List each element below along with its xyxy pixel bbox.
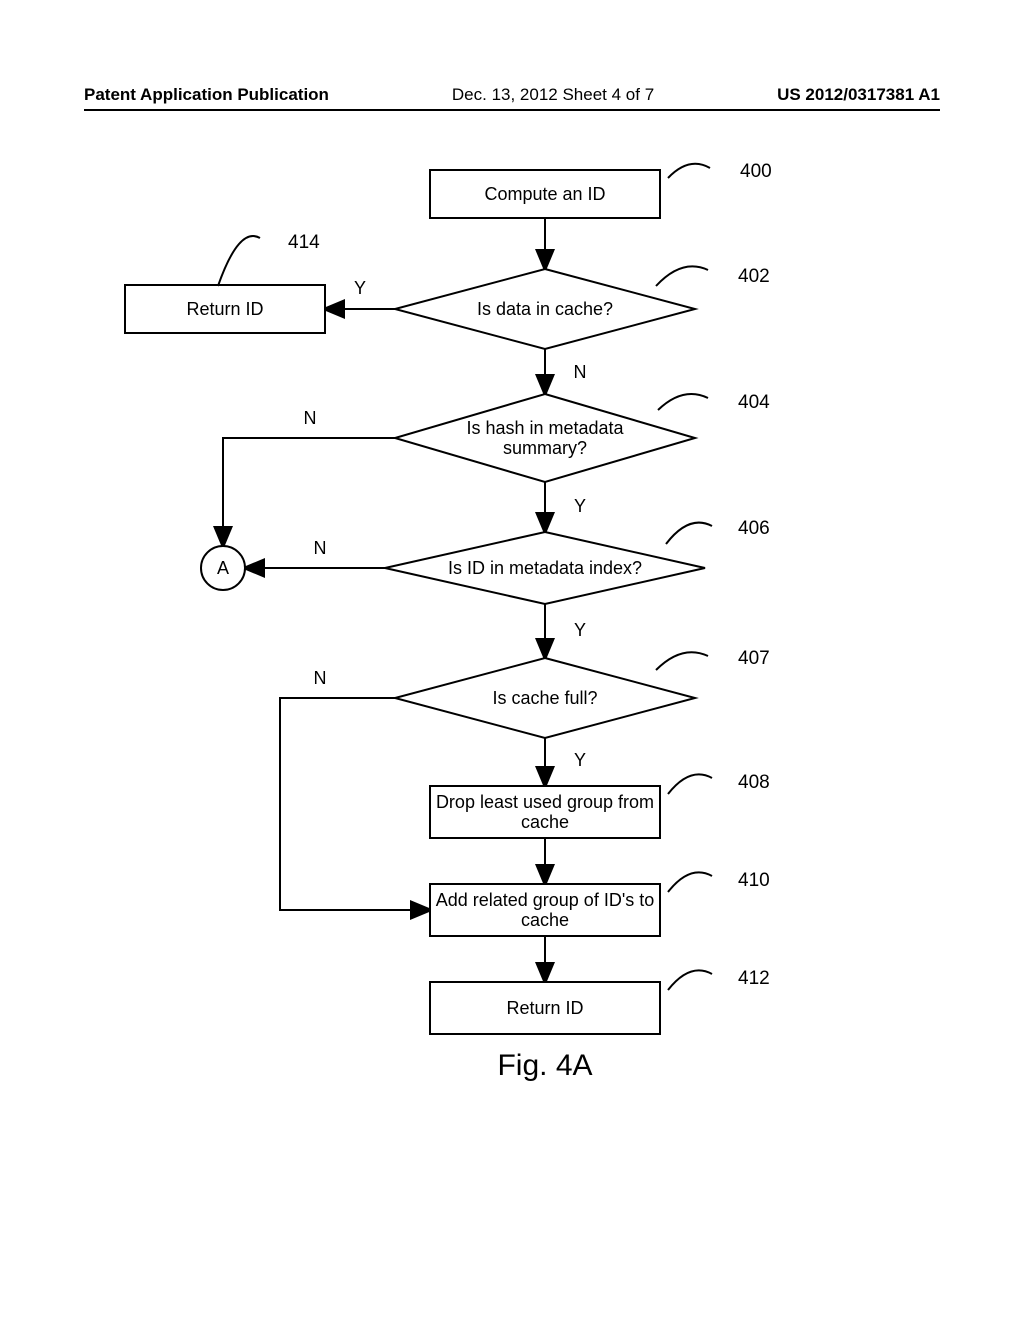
ref-number: 400 bbox=[740, 161, 772, 182]
edge bbox=[280, 698, 430, 910]
flowchart-diagram: N Y Y Y Y N N N Compute an ID Is data in cache? I… bbox=[0, 0, 1024, 1320]
node-text: cache bbox=[521, 812, 569, 832]
node-text: Is hash in metadata bbox=[466, 418, 624, 438]
edge-label: Y bbox=[574, 750, 586, 770]
ref-number: 407 bbox=[738, 648, 770, 669]
node-text: Return ID bbox=[186, 299, 263, 319]
edge-label: N bbox=[304, 408, 317, 428]
node-n404: Is hash in metadatasummary? bbox=[395, 394, 695, 482]
node-text: Is data in cache? bbox=[477, 299, 613, 319]
edge bbox=[223, 438, 395, 546]
node-text: Is ID in metadata index? bbox=[448, 558, 642, 578]
ref-leader bbox=[656, 266, 708, 286]
node-n402: Is data in cache? bbox=[395, 269, 695, 349]
node-n407: Is cache full? bbox=[395, 658, 695, 738]
node-text: Compute an ID bbox=[484, 184, 605, 204]
ref-leader bbox=[668, 872, 712, 892]
ref-leader bbox=[218, 236, 260, 286]
edge-label: N bbox=[574, 362, 587, 382]
node-n412: Return ID bbox=[430, 982, 660, 1034]
node-text: Return ID bbox=[506, 998, 583, 1018]
node-text: cache bbox=[521, 910, 569, 930]
edge-label: Y bbox=[574, 496, 586, 516]
ref-leader bbox=[658, 394, 708, 410]
node-nA: A bbox=[201, 546, 245, 590]
node-text: A bbox=[217, 558, 229, 578]
node-n400: Compute an ID bbox=[430, 170, 660, 218]
node-text: summary? bbox=[503, 438, 587, 458]
ref-number: 408 bbox=[738, 772, 770, 793]
ref-number: 410 bbox=[738, 870, 770, 891]
edge-label: Y bbox=[574, 620, 586, 640]
ref-number: 404 bbox=[738, 392, 770, 413]
node-n408: Drop least used group fromcache bbox=[430, 786, 660, 838]
ref-number: 402 bbox=[738, 266, 770, 287]
edge-label: N bbox=[314, 538, 327, 558]
node-n406: Is ID in metadata index? bbox=[385, 532, 705, 604]
ref-number: 406 bbox=[738, 518, 770, 539]
node-text: Drop least used group from bbox=[436, 792, 654, 812]
node-text: Is cache full? bbox=[492, 688, 597, 708]
node-text: Add related group of ID's to bbox=[436, 890, 655, 910]
node-n410: Add related group of ID's tocache bbox=[430, 884, 660, 936]
ref-number: 412 bbox=[738, 968, 770, 989]
ref-leader bbox=[668, 774, 712, 794]
ref-number: 414 bbox=[288, 232, 320, 253]
ref-leader bbox=[656, 652, 708, 670]
node-n414: Return ID bbox=[125, 285, 325, 333]
edge-label: N bbox=[314, 668, 327, 688]
edge-label: Y bbox=[354, 278, 366, 298]
ref-leader bbox=[666, 523, 712, 544]
ref-leader bbox=[668, 970, 712, 990]
figure-label: Fig. 4A bbox=[497, 1049, 592, 1082]
ref-leader bbox=[668, 164, 710, 178]
